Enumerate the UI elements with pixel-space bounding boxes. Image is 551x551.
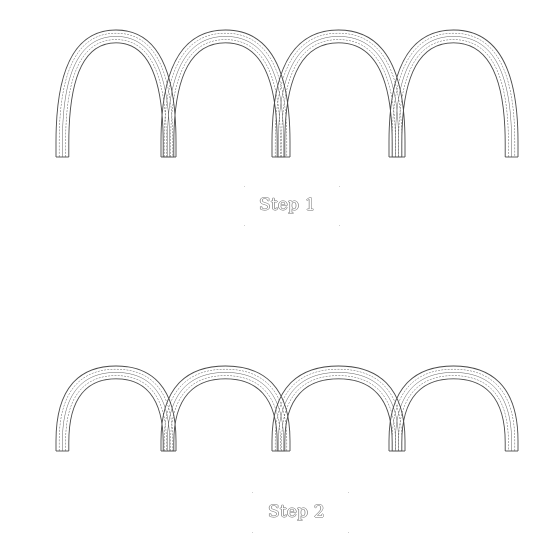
arch-stroke xyxy=(281,375,396,451)
arch-stroke xyxy=(395,36,512,157)
arch-stroke xyxy=(163,32,288,157)
step-2-label: Step 2 xyxy=(268,502,325,522)
arch-stroke xyxy=(160,365,291,451)
arch-stroke xyxy=(160,29,291,157)
arch-stroke xyxy=(278,36,399,157)
arch-stroke xyxy=(55,29,177,157)
label-mark xyxy=(348,492,349,493)
arch-4 xyxy=(388,29,519,158)
arch-3 xyxy=(271,29,406,158)
arch-stroke xyxy=(398,375,509,451)
arch-2 xyxy=(160,29,291,158)
arch-4 xyxy=(388,365,519,452)
arch-stroke xyxy=(388,365,519,451)
arch-stroke xyxy=(55,365,177,451)
label-mark xyxy=(244,186,245,187)
step-1-label: Step 1 xyxy=(259,195,316,215)
arch-stroke xyxy=(170,375,281,451)
arch-stroke xyxy=(278,372,399,451)
arch-stroke xyxy=(58,368,174,451)
arch-stroke xyxy=(163,368,288,451)
arch-stroke xyxy=(68,42,164,157)
arch-stroke xyxy=(62,36,170,157)
arch-stroke xyxy=(167,372,284,451)
label-mark xyxy=(244,225,245,226)
arch-1 xyxy=(55,29,177,158)
arch-stroke xyxy=(391,368,516,451)
arch-1 xyxy=(55,365,177,452)
arch-stroke xyxy=(388,29,519,157)
arch-stroke xyxy=(284,378,393,451)
arch-stroke xyxy=(274,32,403,157)
arch-stroke xyxy=(65,39,167,157)
arch-stroke xyxy=(65,375,167,451)
label-mark xyxy=(252,532,253,533)
label-mark xyxy=(348,532,349,533)
arch-group-step-2 xyxy=(55,365,519,452)
label-mark xyxy=(339,225,340,226)
arch-stroke xyxy=(167,36,284,157)
label-mark xyxy=(252,492,253,493)
arch-stroke xyxy=(398,39,509,157)
arch-stroke xyxy=(391,32,516,157)
arch-stroke xyxy=(173,378,278,451)
arch-stroke xyxy=(173,42,278,157)
arch-group-step-1 xyxy=(55,29,519,158)
arch-stroke xyxy=(58,32,174,157)
arch-stroke xyxy=(401,378,506,451)
arch-stroke xyxy=(281,39,396,157)
arch-stroke xyxy=(274,368,403,451)
arch-stroke xyxy=(170,39,281,157)
arch-stroke xyxy=(68,378,164,451)
arch-stroke xyxy=(62,372,170,451)
arch-stroke xyxy=(284,42,393,157)
arch-3 xyxy=(271,365,406,452)
arch-stroke xyxy=(271,365,406,451)
arch-stroke xyxy=(395,372,512,451)
arch-stroke xyxy=(271,29,406,157)
arch-stroke xyxy=(401,42,506,157)
label-mark xyxy=(339,186,340,187)
arch-2 xyxy=(160,365,291,452)
